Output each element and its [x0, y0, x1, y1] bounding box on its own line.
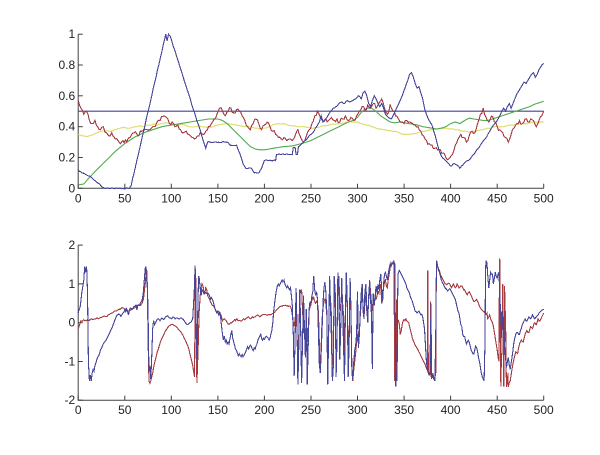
svg-text:50: 50 — [118, 403, 132, 417]
svg-text:2: 2 — [69, 238, 76, 252]
svg-text:200: 200 — [254, 191, 274, 205]
svg-text:50: 50 — [118, 191, 132, 205]
svg-text:250: 250 — [301, 403, 321, 417]
svg-text:100: 100 — [161, 191, 181, 205]
svg-text:0.4: 0.4 — [59, 120, 76, 134]
svg-text:1: 1 — [69, 27, 76, 41]
svg-text:350: 350 — [394, 403, 414, 417]
svg-text:150: 150 — [208, 191, 228, 205]
svg-text:-2: -2 — [65, 393, 76, 407]
svg-text:500: 500 — [534, 403, 554, 417]
svg-text:0.2: 0.2 — [59, 151, 76, 165]
svg-text:450: 450 — [487, 191, 507, 205]
svg-text:450: 450 — [487, 403, 507, 417]
svg-text:250: 250 — [301, 191, 321, 205]
svg-text:150: 150 — [208, 403, 228, 417]
svg-text:0.6: 0.6 — [59, 89, 76, 103]
svg-text:1: 1 — [69, 277, 76, 291]
svg-text:0: 0 — [69, 181, 76, 195]
svg-text:0.8: 0.8 — [59, 58, 76, 72]
svg-text:350: 350 — [394, 191, 414, 205]
svg-text:0: 0 — [75, 403, 82, 417]
svg-text:200: 200 — [254, 403, 274, 417]
svg-text:-1: -1 — [65, 355, 76, 369]
svg-text:0: 0 — [69, 316, 76, 330]
svg-text:100: 100 — [161, 403, 181, 417]
svg-text:400: 400 — [441, 191, 461, 205]
svg-text:400: 400 — [441, 403, 461, 417]
svg-text:500: 500 — [534, 191, 554, 205]
svg-text:0: 0 — [75, 191, 82, 205]
svg-text:300: 300 — [347, 191, 367, 205]
svg-text:300: 300 — [347, 403, 367, 417]
